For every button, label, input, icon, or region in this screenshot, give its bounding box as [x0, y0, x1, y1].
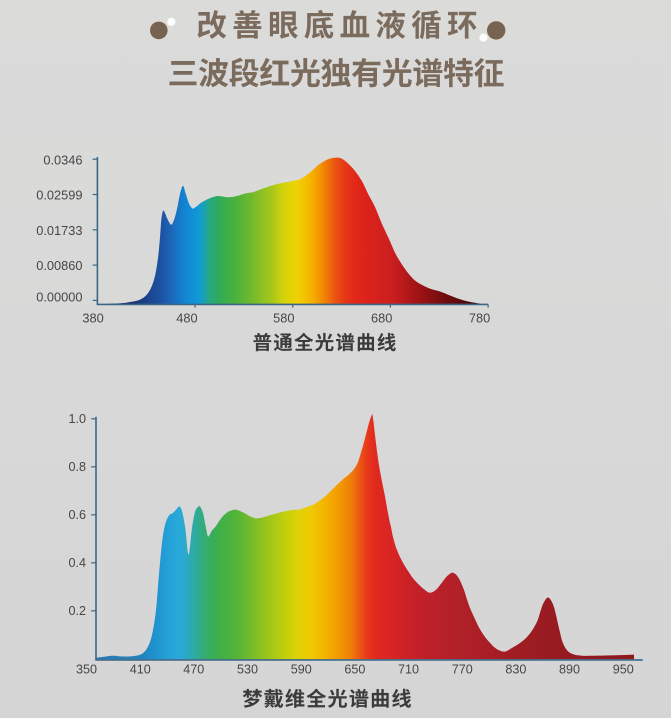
- svg-text:890: 890: [559, 662, 580, 676]
- svg-text:480: 480: [176, 310, 197, 325]
- svg-text:770: 770: [452, 662, 473, 676]
- svg-text:0.2: 0.2: [68, 604, 86, 618]
- svg-text:410: 410: [130, 662, 151, 676]
- svg-text:0.02599: 0.02599: [36, 188, 82, 203]
- svg-text:710: 710: [398, 662, 419, 676]
- svg-text:0.6: 0.6: [68, 508, 86, 522]
- svg-text:0.01733: 0.01733: [36, 223, 82, 238]
- svg-text:650: 650: [344, 662, 365, 676]
- svg-text:350: 350: [76, 662, 97, 676]
- svg-text:590: 590: [291, 662, 312, 676]
- svg-text:1.0: 1.0: [68, 412, 86, 426]
- svg-text:580: 580: [273, 310, 294, 325]
- svg-text:380: 380: [82, 310, 103, 325]
- svg-text:950: 950: [613, 662, 634, 676]
- svg-text:830: 830: [505, 662, 526, 676]
- svg-text:680: 680: [371, 310, 392, 325]
- svg-text:0.8: 0.8: [68, 460, 86, 474]
- svg-text:470: 470: [183, 662, 204, 676]
- svg-text:0.00000: 0.00000: [36, 290, 82, 305]
- svg-text:0.0346: 0.0346: [43, 152, 82, 167]
- svg-text:0.4: 0.4: [68, 556, 86, 570]
- svg-text:0.00860: 0.00860: [36, 258, 82, 273]
- svg-text:530: 530: [237, 662, 258, 676]
- svg-text:780: 780: [469, 310, 490, 325]
